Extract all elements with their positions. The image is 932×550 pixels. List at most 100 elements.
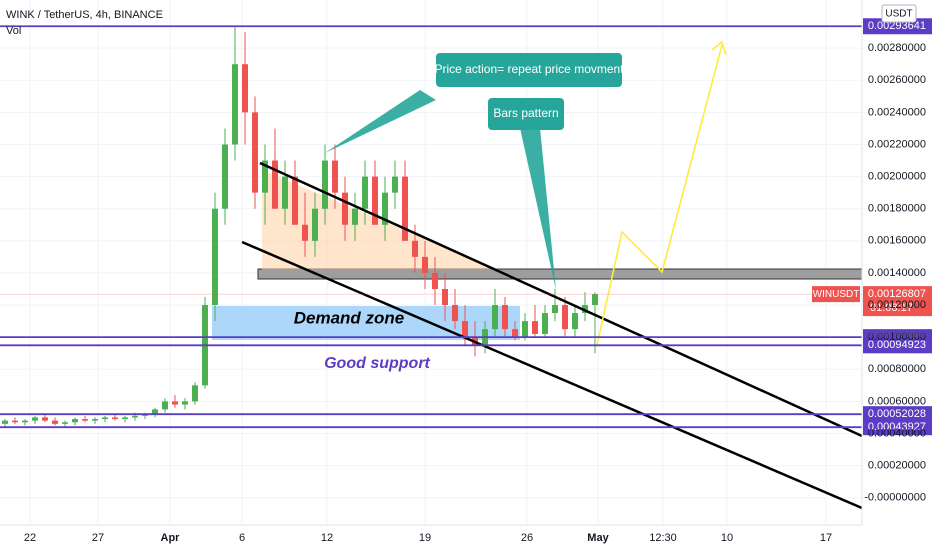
candle-body: [522, 321, 528, 338]
candle-body: [342, 192, 348, 225]
candle-body: [272, 160, 278, 209]
candle-body: [422, 256, 428, 273]
candle-body: [402, 176, 408, 241]
candle-body: [42, 417, 48, 421]
y-tick-label: 0.00260000: [868, 74, 926, 86]
annotation: Demand zone: [294, 308, 405, 327]
y-tick-label: 0.00180000: [868, 203, 926, 215]
countdown: 01:08:17: [870, 302, 913, 314]
candle-body: [132, 415, 138, 418]
candle-body: [212, 208, 218, 306]
x-tick-label: 10: [721, 532, 733, 544]
x-tick-label: 12: [321, 532, 333, 544]
callout-pointer: [325, 90, 436, 153]
candle-body: [62, 422, 68, 424]
level-label: 0.00126807: [868, 288, 926, 300]
level-label: 0.00094923: [868, 339, 926, 351]
candle-body: [122, 417, 128, 420]
x-tick-label: Apr: [161, 532, 181, 544]
candle-body: [532, 321, 538, 334]
candle-body: [102, 417, 108, 420]
symbol-label: WINUSDT: [813, 289, 860, 300]
candle-body: [192, 385, 198, 402]
candle-body: [242, 64, 248, 113]
annotation: Good support: [324, 355, 430, 372]
level-badge: [863, 419, 932, 436]
y-tick-label: 0.00220000: [868, 138, 926, 150]
candle-body: [262, 160, 268, 193]
level-badge: [863, 286, 932, 317]
x-tick-label: May: [587, 532, 609, 544]
candle-body: [452, 305, 458, 322]
candle-body: [552, 305, 558, 314]
x-tick-label: 17: [820, 532, 832, 544]
candle-body: [412, 240, 418, 257]
projection-arrow: [711, 40, 727, 56]
candle-body: [182, 401, 188, 405]
candle-body: [22, 420, 28, 423]
y-tick-label: -0.00000000: [864, 492, 926, 504]
callout-box: [488, 98, 564, 130]
candle-body: [292, 176, 298, 225]
callout-box: [436, 53, 622, 87]
candle-body: [432, 272, 438, 289]
candle-body: [52, 420, 58, 424]
candle-body: [252, 112, 258, 193]
candle-body: [332, 160, 338, 193]
y-tick-label: 0.00240000: [868, 106, 926, 118]
currency-badge: [881, 4, 917, 23]
levels: 0.00293641 0.00126807 01:08:17 WINUSDT 0.001…: [0, 18, 932, 436]
candle-body: [82, 419, 88, 421]
annotation: Bars pattern: [493, 106, 558, 120]
candle-body: [92, 419, 98, 421]
candle-body: [592, 294, 598, 306]
x-tick-label: 26: [521, 532, 533, 544]
candle-body: [572, 313, 578, 330]
candle-body: [152, 409, 158, 415]
candle-body: [542, 313, 548, 334]
resistance-box: [257, 268, 863, 280]
level-badge: [863, 406, 932, 423]
candle-body: [282, 176, 288, 209]
candle-body: [492, 305, 498, 330]
candle-body: [372, 176, 378, 225]
y-tick-label: 0.00120000: [868, 299, 926, 311]
candle-body: [12, 420, 18, 423]
candle-body: [442, 288, 448, 306]
x-tick-label: 12:30: [649, 532, 677, 544]
x-tick-label: 19: [419, 532, 431, 544]
level-label: 0.00052028: [868, 408, 926, 420]
callout-pointer: [520, 128, 556, 290]
x-tick-label: 6: [239, 532, 245, 544]
candle-body: [462, 321, 468, 338]
candle-body: [232, 64, 238, 145]
demand-zone-box: [212, 306, 520, 340]
candle-body: [322, 160, 328, 209]
level-label: 0.00293641: [868, 20, 926, 32]
volume-label: Vol: [6, 25, 21, 37]
symbol-badge: [812, 286, 860, 303]
trend-line: [241, 240, 863, 510]
candle-body: [362, 176, 368, 209]
y-tick-label: 0.00020000: [868, 460, 926, 472]
y-tick-label: 0.00200000: [868, 171, 926, 183]
x-tick-label: 27: [92, 532, 104, 544]
chart-title: WINK / TetherUS, 4h, BINANCE: [6, 9, 163, 21]
x-tick-label: 22: [24, 532, 36, 544]
currency: USDT: [885, 9, 912, 20]
candle-body: [512, 329, 518, 338]
level-badge: [863, 337, 932, 354]
candle-body: [32, 417, 38, 421]
candle-body: [2, 420, 8, 424]
y-tick-label: 0.00100000: [868, 331, 926, 343]
y-tick-label: 0.00160000: [868, 235, 926, 247]
candle-body: [312, 208, 318, 241]
annotation: Price action= repeat price movment: [434, 62, 624, 76]
candle-body: [162, 401, 168, 410]
candle-body: [382, 192, 388, 225]
y-tick-label: 0.00060000: [868, 395, 926, 407]
candle-body: [72, 419, 78, 423]
candle-body: [112, 417, 118, 420]
y-tick-label: 0.00080000: [868, 363, 926, 375]
